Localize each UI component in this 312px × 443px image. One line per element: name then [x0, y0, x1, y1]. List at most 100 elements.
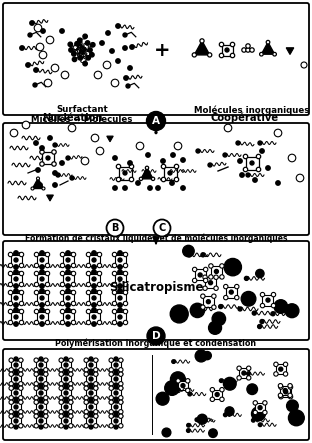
Circle shape: [34, 253, 39, 256]
Circle shape: [109, 372, 113, 377]
Circle shape: [114, 363, 118, 367]
Circle shape: [219, 379, 223, 382]
Circle shape: [51, 64, 59, 72]
Circle shape: [92, 270, 96, 274]
Circle shape: [118, 315, 122, 319]
Circle shape: [14, 277, 18, 281]
Circle shape: [251, 419, 255, 422]
Circle shape: [14, 270, 18, 274]
Circle shape: [156, 186, 160, 190]
Circle shape: [34, 68, 38, 72]
Circle shape: [119, 368, 123, 372]
Circle shape: [94, 410, 98, 414]
Circle shape: [119, 358, 123, 362]
Circle shape: [193, 307, 197, 311]
Circle shape: [260, 52, 263, 56]
Bar: [37, 273, 47, 284]
Circle shape: [60, 253, 65, 256]
Bar: [89, 311, 100, 323]
Circle shape: [106, 31, 110, 35]
Circle shape: [201, 253, 205, 257]
Bar: [111, 360, 121, 370]
Circle shape: [258, 406, 262, 410]
Circle shape: [114, 385, 118, 389]
Bar: [36, 402, 46, 412]
Bar: [36, 416, 46, 426]
Circle shape: [10, 129, 18, 137]
Circle shape: [22, 121, 30, 129]
Circle shape: [197, 419, 201, 422]
Circle shape: [34, 414, 38, 418]
Circle shape: [123, 301, 128, 306]
Bar: [61, 360, 71, 370]
Circle shape: [279, 395, 283, 399]
Circle shape: [128, 161, 132, 165]
Circle shape: [100, 41, 104, 45]
Circle shape: [64, 405, 68, 409]
Circle shape: [288, 154, 296, 162]
Circle shape: [283, 372, 288, 376]
Circle shape: [8, 320, 13, 325]
Circle shape: [19, 410, 23, 414]
Circle shape: [209, 264, 213, 268]
Circle shape: [273, 52, 276, 56]
Circle shape: [19, 368, 23, 372]
Bar: [115, 273, 125, 284]
Circle shape: [274, 300, 288, 313]
Circle shape: [19, 381, 23, 386]
Circle shape: [34, 309, 39, 314]
Bar: [212, 390, 222, 399]
Text: C: C: [158, 223, 166, 233]
Circle shape: [252, 311, 256, 315]
Circle shape: [240, 173, 244, 177]
Circle shape: [94, 71, 102, 79]
Circle shape: [288, 395, 293, 399]
Circle shape: [123, 320, 128, 325]
Circle shape: [118, 265, 122, 269]
Circle shape: [44, 410, 48, 414]
Bar: [11, 311, 22, 323]
Circle shape: [181, 186, 185, 190]
Circle shape: [208, 163, 212, 167]
Circle shape: [112, 320, 117, 325]
Circle shape: [71, 320, 76, 325]
Circle shape: [9, 396, 13, 400]
Bar: [89, 254, 100, 265]
Circle shape: [85, 41, 90, 45]
Circle shape: [69, 414, 73, 418]
Bar: [11, 292, 22, 303]
Circle shape: [203, 278, 208, 283]
Bar: [11, 374, 21, 384]
Bar: [111, 388, 121, 398]
Circle shape: [94, 372, 98, 377]
Circle shape: [39, 357, 43, 361]
Circle shape: [296, 174, 304, 182]
Circle shape: [224, 295, 228, 300]
Circle shape: [86, 56, 90, 60]
Circle shape: [200, 39, 204, 43]
Polygon shape: [46, 195, 53, 201]
Bar: [37, 254, 47, 265]
Circle shape: [192, 53, 196, 57]
Circle shape: [89, 425, 93, 429]
Circle shape: [172, 360, 175, 363]
Bar: [62, 292, 74, 303]
Circle shape: [19, 253, 24, 256]
Circle shape: [123, 186, 127, 190]
Circle shape: [39, 413, 43, 417]
Circle shape: [238, 159, 242, 163]
Circle shape: [8, 263, 13, 268]
Circle shape: [72, 52, 76, 56]
Circle shape: [14, 357, 18, 361]
Circle shape: [34, 372, 38, 377]
Circle shape: [34, 290, 39, 295]
Circle shape: [238, 307, 242, 311]
Circle shape: [113, 186, 117, 190]
Circle shape: [69, 368, 73, 372]
Circle shape: [119, 414, 123, 418]
Circle shape: [59, 410, 63, 414]
Circle shape: [34, 358, 38, 362]
Circle shape: [114, 399, 118, 403]
Circle shape: [94, 358, 98, 362]
Circle shape: [19, 263, 24, 268]
